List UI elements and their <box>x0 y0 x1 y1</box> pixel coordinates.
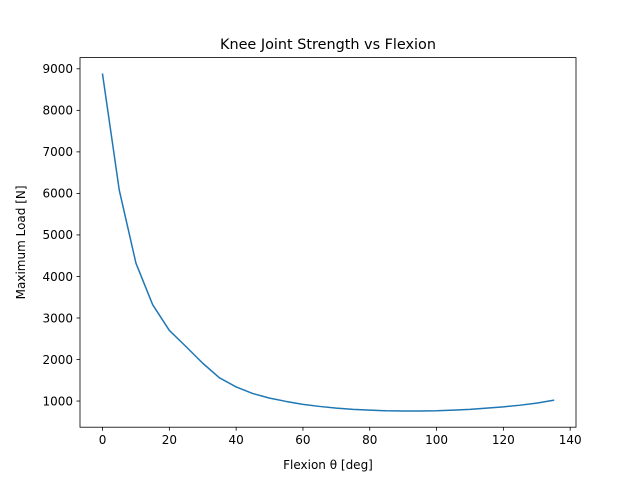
y-tick-label: 5000 <box>42 228 73 242</box>
x-axis: 0 20 40 60 80 100 120 140 <box>99 427 582 447</box>
chart-title: Knee Joint Strength vs Flexion <box>220 37 436 53</box>
x-tick-label: 0 <box>99 433 107 447</box>
x-tick-label: 100 <box>425 433 448 447</box>
y-tick-label: 9000 <box>42 62 73 76</box>
x-tick-label: 140 <box>559 433 582 447</box>
x-tick-label: 60 <box>295 433 310 447</box>
y-axis: 1000 2000 3000 4000 5000 6000 7000 8000 9000 <box>42 62 80 408</box>
x-tick-label: 80 <box>362 433 377 447</box>
plot-area <box>101 73 555 412</box>
y-tick-label: 6000 <box>42 187 73 201</box>
x-tick-label: 120 <box>492 433 515 447</box>
x-axis-label: Flexion θ [deg] <box>283 458 373 472</box>
x-tick-label: 40 <box>229 433 244 447</box>
x-tick-label: 20 <box>162 433 177 447</box>
y-tick-label: 8000 <box>42 104 73 118</box>
y-tick-label: 7000 <box>42 145 73 159</box>
y-axis-label: Maximum Load [N] <box>14 185 28 299</box>
y-tick-label: 4000 <box>42 270 73 284</box>
axes-frame <box>79 57 577 428</box>
series-line <box>101 73 555 412</box>
y-tick-label: 2000 <box>42 353 73 367</box>
y-tick-label: 1000 <box>42 394 73 408</box>
y-tick-label: 3000 <box>42 311 73 325</box>
